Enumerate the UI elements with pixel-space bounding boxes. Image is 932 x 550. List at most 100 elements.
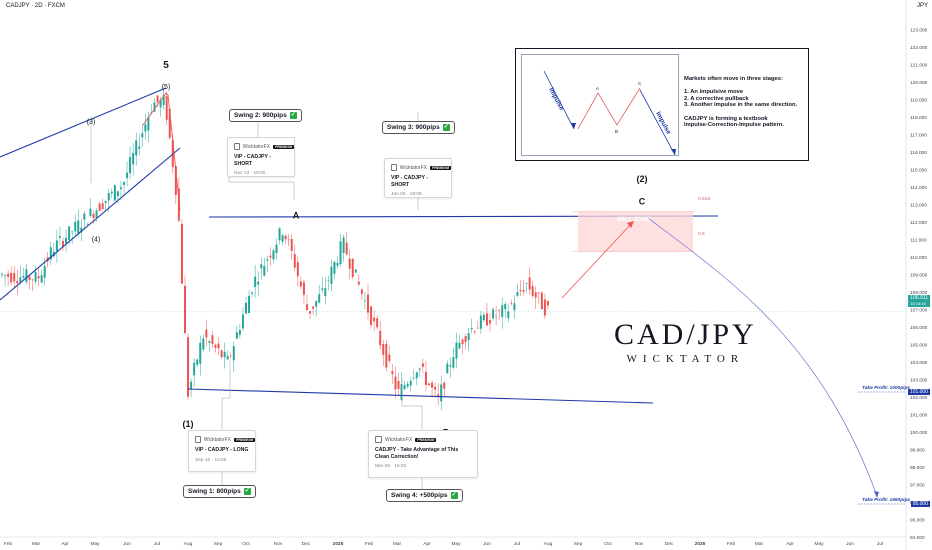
- candle-up: [403, 385, 406, 389]
- candle-up: [123, 182, 125, 185]
- candle-up: [342, 237, 345, 253]
- candle-up: [504, 303, 507, 310]
- candle-up: [138, 146, 141, 149]
- candle-up: [68, 226, 71, 240]
- candle-up: [1, 273, 3, 275]
- time-tick-label: Jul: [514, 541, 520, 547]
- candles: [1, 87, 549, 411]
- arrowhead-icon: [671, 149, 676, 155]
- candle-up: [415, 372, 418, 379]
- candle-up: [501, 305, 504, 317]
- wicktator-logo-icon: [375, 436, 382, 443]
- candle-down: [290, 238, 293, 251]
- candle-down: [534, 292, 537, 298]
- price-tick-label: 94.000: [910, 535, 925, 541]
- price-tick-label: 122.000: [910, 45, 928, 51]
- card-brand: WicktatorFX: [203, 436, 232, 443]
- candle-up: [77, 220, 80, 234]
- card-date: Nov 13 · 15:50: [234, 171, 266, 176]
- candle-down: [437, 394, 440, 397]
- candle-down: [485, 313, 488, 326]
- signal-card-4[interactable]: WicktatorFX PREMIUM CADJPY - Take Advanta…: [368, 430, 478, 478]
- candle-down: [360, 289, 363, 294]
- candle-up: [144, 124, 147, 132]
- price-tick-label: 110.000: [910, 255, 927, 261]
- candle-down: [217, 343, 220, 349]
- price-tick-label: 108.000: [910, 290, 928, 296]
- take-profit-2-label: Take Profit: 1650pips: [862, 498, 911, 503]
- price-tick-label: 109.000: [910, 272, 928, 278]
- wave-label: (1): [183, 419, 194, 429]
- candle-up: [22, 275, 25, 278]
- candle-up: [327, 280, 330, 281]
- candle-up: [324, 288, 327, 297]
- time-tick-label: Feb: [365, 541, 374, 547]
- signal-card-3[interactable]: WicktatorFX PREMIUM VIP - CADJPY - SHORT …: [384, 158, 452, 198]
- candle-down: [187, 337, 190, 397]
- swing-4-label: Swing 4: +500pips ✓: [386, 489, 463, 502]
- candle-down: [296, 262, 299, 277]
- candle-down: [424, 372, 427, 385]
- candle-up: [318, 294, 321, 303]
- candle-up: [330, 266, 333, 284]
- time-tick-label: Jul: [877, 541, 883, 547]
- candle-down: [495, 315, 498, 317]
- candle-up: [516, 291, 519, 296]
- candle-down: [287, 239, 290, 241]
- check-icon: ✓: [450, 492, 458, 499]
- price-tick-label: 112.000: [910, 220, 927, 226]
- card-title: CADJPY - Take Advantage of This Clean Co…: [375, 447, 459, 460]
- signal-card-1[interactable]: WicktatorFX PREMIUM VIP - CADJPY - LONG S…: [188, 430, 256, 472]
- time-tick-label: Feb: [727, 541, 736, 547]
- check-icon: ✓: [289, 112, 297, 119]
- time-tick-label: Jun: [483, 541, 491, 547]
- time-tick-label: May: [451, 541, 461, 547]
- price-tick-label: 105.000: [910, 342, 928, 348]
- candle-up: [266, 259, 269, 261]
- wave-label: (4): [92, 236, 101, 243]
- candle-down: [299, 281, 302, 287]
- candle-up: [354, 269, 357, 273]
- candle-down: [62, 240, 64, 247]
- candle-down: [211, 335, 214, 344]
- annotation-connector: [221, 360, 231, 430]
- card-date: Mar 06 · 16:25: [375, 464, 407, 469]
- candle-down: [382, 344, 385, 355]
- swing-2-label: Swing 2: 900pips ✓: [229, 109, 302, 122]
- current-price-tag: 106.911 10:16:15: [908, 295, 930, 307]
- candle-down: [543, 299, 546, 316]
- candle-up: [202, 338, 205, 350]
- candle-down: [357, 281, 360, 285]
- candle-down: [476, 327, 479, 329]
- candle-up: [119, 187, 122, 190]
- candle-down: [180, 223, 183, 284]
- signal-card-2[interactable]: WicktatorFX PREMIUM VIP - CADJPY - SHORT …: [227, 137, 295, 177]
- correction-path: [577, 87, 641, 130]
- time-tick-label: Aug: [544, 541, 553, 547]
- time-tick-label: Sep: [214, 541, 223, 547]
- candle-up: [159, 99, 162, 108]
- candle-down: [302, 282, 305, 295]
- wave-label: (5): [162, 84, 171, 91]
- candle-down: [177, 188, 180, 221]
- candle-up: [193, 362, 196, 376]
- arrowhead-icon: [627, 221, 634, 228]
- candle-up: [129, 157, 132, 174]
- currency-label: JPY: [916, 3, 928, 9]
- impulse-label-1: Impulse: [547, 87, 565, 112]
- diagram-point-b: B: [615, 129, 618, 134]
- take-profit-1-label: Take Profit: 1000pips: [862, 386, 911, 391]
- time-tick-label: Mar: [755, 541, 764, 547]
- candle-up: [440, 384, 443, 402]
- wave-label: A: [293, 211, 300, 221]
- candle-up: [83, 213, 86, 220]
- wicktator-logo-icon: [234, 143, 240, 150]
- premium-badge: PREMIUM: [415, 437, 437, 442]
- card-date: Jan 05 · 18:09: [391, 192, 422, 197]
- candle-down: [16, 281, 19, 284]
- time-tick-label: Jun: [846, 541, 854, 547]
- candle-up: [80, 227, 83, 233]
- impulse-arrow-1: [543, 70, 575, 130]
- candle-up: [132, 153, 135, 165]
